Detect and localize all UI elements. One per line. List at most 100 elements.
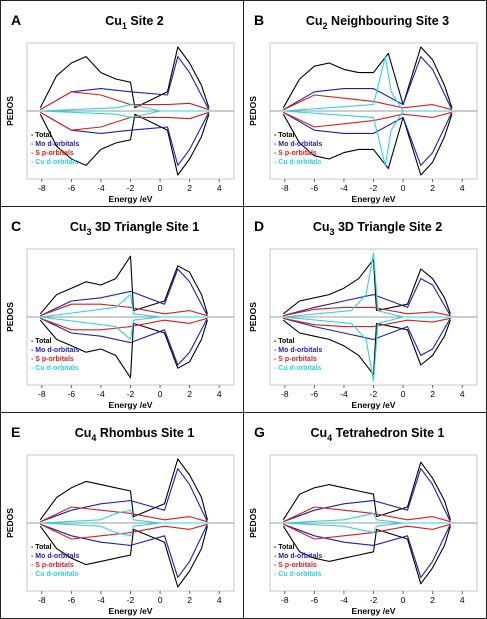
series-line-total-down <box>39 113 210 176</box>
legend-entry: - Total <box>31 338 52 345</box>
x-tick-label: 0 <box>158 389 163 399</box>
x-tick-label: -2 <box>127 595 135 605</box>
x-tick-label: 2 <box>430 183 435 193</box>
panel-d: D Cu3 3D Triangle Site 2 PEDOS -8 -6 -4 -2 0 2 4 E… <box>243 206 487 413</box>
legend-entry: - Mo d-orbitals <box>31 141 79 148</box>
series-line-mo-d-orbitals-down <box>283 111 453 166</box>
x-tick-label: 0 <box>158 183 163 193</box>
y-axis-label: PEDOS <box>5 302 15 332</box>
legend-entry: - Mo d-orbitals <box>274 347 322 354</box>
series-line-total-up <box>39 255 208 315</box>
legend-entry: - Cu d-orbitals <box>31 365 79 372</box>
x-tick-label: 0 <box>401 595 406 605</box>
series-line-s-p-orbitals-up <box>40 506 208 523</box>
series-line-s-p-orbitals-down <box>40 111 210 131</box>
legend-entry: - Total <box>274 132 295 139</box>
series-line-total-up <box>39 458 208 521</box>
x-tick-label: 4 <box>460 183 465 193</box>
x-tick-label: -2 <box>370 389 378 399</box>
x-tick-label: -8 <box>281 595 289 605</box>
x-tick-label: -6 <box>311 183 319 193</box>
series-line-s-p-orbitals-up <box>283 94 453 111</box>
series-line-mo-d-orbitals-up <box>283 468 451 523</box>
series-line-total-down <box>282 525 451 585</box>
x-tick-label: 4 <box>460 595 465 605</box>
x-tick-label: -8 <box>38 595 46 605</box>
pedos-chart-svg: B Cu2 Neighbouring Site 3 PEDOS -8 -6 -4 -2 0 2 4… <box>248 12 478 204</box>
x-axis-label: Energy /eV <box>109 606 153 616</box>
series-line-mo-d-orbitals-up <box>283 278 451 317</box>
series-line-total-down <box>39 525 208 588</box>
series-line-s-p-orbitals-up <box>40 303 208 317</box>
x-tick-label: -4 <box>340 595 348 605</box>
legend-entry: - Mo d-orbitals <box>31 553 79 560</box>
y-axis-label: PEDOS <box>248 302 258 332</box>
legend-entry: - Cu d-orbitals <box>31 571 79 578</box>
legend-entry: - S p-orbitals <box>274 356 317 363</box>
series-line-cu-d-orbitals-down <box>283 110 452 166</box>
x-tick-label: -6 <box>68 183 76 193</box>
y-axis-label: PEDOS <box>248 508 258 538</box>
pedos-chart-svg: G Cu4 Tetrahedron Site 1 PEDOS -8 -6 -4 -2 0 2 4 E… <box>248 424 478 616</box>
series-line-mo-d-orbitals-up <box>40 268 208 317</box>
x-axis-label: Energy /eV <box>352 194 396 204</box>
series-line-total-down <box>282 113 453 176</box>
series-line-mo-d-orbitals-down <box>283 523 451 578</box>
x-tick-label: -4 <box>97 183 105 193</box>
y-axis-label: PEDOS <box>248 96 258 126</box>
x-tick-label: 2 <box>187 595 192 605</box>
series-line-mo-d-orbitals-up <box>40 468 208 523</box>
series-line-cu-d-orbitals-up <box>40 104 209 112</box>
series-line-cu-d-orbitals-down <box>40 110 209 118</box>
series-line-mo-d-orbitals-down <box>40 111 210 166</box>
x-tick-label: -6 <box>68 595 76 605</box>
legend-entry: - Cu d-orbitals <box>274 365 322 372</box>
x-axis-label: Energy /eV <box>109 400 153 410</box>
series-line-cu-d-orbitals-up <box>40 294 208 318</box>
pedos-chart-svg: A Cu1 Site 2 PEDOS -8 -6 -4 -2 0 2 4 Energy /eV - T… <box>5 12 235 204</box>
x-tick-label: -2 <box>127 183 135 193</box>
series-line-s-p-orbitals-down <box>283 317 451 328</box>
x-tick-label: -8 <box>38 183 46 193</box>
y-axis-label: PEDOS <box>5 96 15 126</box>
x-axis-label: Energy /eV <box>352 400 396 410</box>
legend-entry: - Cu d-orbitals <box>274 571 322 578</box>
pedos-chart-svg: D Cu3 3D Triangle Site 2 PEDOS -8 -6 -4 -2 0 2 4 E… <box>248 218 478 410</box>
series-line-mo-d-orbitals-up <box>40 56 210 111</box>
chart-title: Cu1 Site 2 <box>105 14 164 31</box>
series-line-s-p-orbitals-down <box>40 317 208 331</box>
x-tick-label: -2 <box>127 389 135 399</box>
panel-letter: G <box>254 424 265 440</box>
chart-title: Cu4 Tetrahedron Site 1 <box>311 426 445 443</box>
chart-title: Cu3 3D Triangle Site 1 <box>70 220 199 237</box>
series-line-cu-d-orbitals-down <box>283 522 451 534</box>
x-tick-label: -6 <box>311 389 319 399</box>
series-line-total-up <box>282 46 453 109</box>
legend-entry: - Mo d-orbitals <box>274 553 322 560</box>
series-line-total-down <box>39 319 208 379</box>
x-tick-label: 2 <box>187 183 192 193</box>
x-tick-label: -8 <box>38 389 46 399</box>
legend-entry: - Cu d-orbitals <box>31 159 79 166</box>
chart-title: Cu2 Neighbouring Site 3 <box>306 14 449 31</box>
y-axis-label: PEDOS <box>5 508 15 538</box>
x-tick-label: -4 <box>340 389 348 399</box>
legend-entry: - S p-orbitals <box>274 562 317 569</box>
x-tick-label: -4 <box>97 389 105 399</box>
panel-e: E Cu4 Rhombus Site 1 PEDOS -8 -6 -4 -2 0 2 4 Energ… <box>0 412 244 619</box>
x-axis-label: Energy /eV <box>352 606 396 616</box>
series-line-cu-d-orbitals-down <box>283 316 451 382</box>
series-line-cu-d-orbitals-down <box>40 316 208 340</box>
x-tick-label: 4 <box>217 389 222 399</box>
series-line-cu-d-orbitals-up <box>283 512 451 524</box>
chart-title: Cu3 3D Triangle Site 2 <box>313 220 442 237</box>
panel-letter: E <box>11 424 20 440</box>
x-tick-label: -4 <box>340 183 348 193</box>
legend-entry: - Mo d-orbitals <box>274 141 322 148</box>
panel-letter: B <box>254 12 264 28</box>
series-line-s-p-orbitals-up <box>283 306 451 317</box>
panel-c: C Cu3 3D Triangle Site 1 PEDOS -8 -6 -4 -2 0 2 4 E… <box>0 206 244 413</box>
x-tick-label: -2 <box>370 183 378 193</box>
x-tick-label: -8 <box>281 389 289 399</box>
